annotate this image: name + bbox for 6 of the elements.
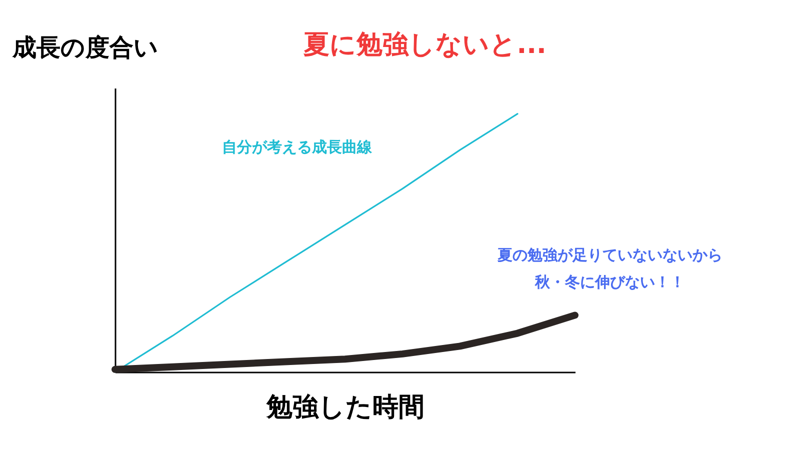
annotation: 秋・冬に伸びない！！: [534, 273, 685, 291]
chart-title: 夏に勉強しないと...: [302, 30, 546, 60]
y-axis-title: 成長の度合い: [12, 34, 158, 62]
annotation: 自分が考える成長曲線: [222, 138, 373, 156]
x-axis-title: 勉強した時間: [266, 392, 424, 422]
annotation: 夏の勉強が足りていないないから: [496, 246, 722, 264]
